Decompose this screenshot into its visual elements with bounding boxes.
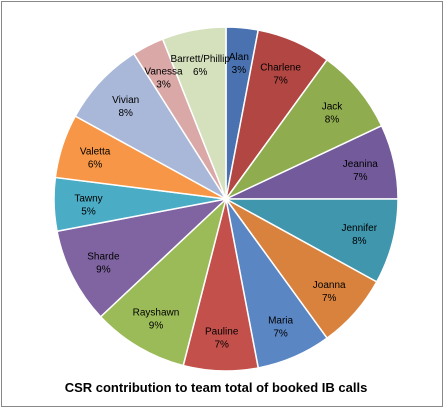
slice-percent: 6%: [193, 67, 208, 78]
chart-title: CSR contribution to team total of booked…: [65, 380, 368, 395]
slice-label-alan: Alan 3%: [229, 52, 249, 76]
slice-percent: 7%: [322, 293, 337, 304]
slice-name: Charlene: [260, 63, 301, 74]
slice-label-charlene: Charlene 7%: [260, 63, 301, 87]
slice-percent: 5%: [81, 206, 96, 217]
slice-name: Vivian: [112, 95, 139, 106]
slice-label-rayshawn: Rayshawn 9%: [133, 307, 180, 331]
pie-slice-rayshawn: [99, 196, 228, 367]
slice-name: Sharde: [87, 252, 120, 263]
slice-label-vanessa: Vanessa 3%: [144, 66, 183, 90]
slice-percent: 8%: [325, 114, 340, 125]
slice-name: Pauline: [205, 327, 239, 338]
slice-label-jack: Jack 8%: [322, 101, 344, 125]
slice-label-joanna: Joanna 7%: [313, 280, 346, 304]
slice-label-valetta: Valetta 6%: [80, 147, 111, 171]
slice-name: Barrett/Phillip: [170, 54, 230, 65]
slice-name: Valetta: [80, 147, 111, 158]
slice-label-tawny: Tawny 5%: [74, 193, 102, 217]
slice-label-jeanina: Jeanina 7%: [343, 159, 378, 183]
slice-percent: 8%: [118, 108, 133, 119]
pie-slice-sharde: [56, 197, 229, 318]
slice-name: Vanessa: [144, 66, 183, 77]
slice-label-sharde: Sharde 9%: [87, 252, 120, 276]
pie-slices: [53, 26, 399, 372]
slice-name: Tawny: [74, 193, 102, 204]
slice-percent: 7%: [214, 340, 229, 351]
slice-name: Jeanina: [343, 159, 378, 170]
slice-name: Jennifer: [342, 223, 378, 234]
slice-percent: 9%: [149, 320, 164, 331]
slice-percent: 3%: [156, 79, 171, 90]
slice-label-vivian: Vivian 8%: [112, 95, 139, 119]
slice-percent: 9%: [96, 265, 111, 276]
slice-percent: 7%: [273, 76, 288, 87]
slice-percent: 3%: [232, 65, 247, 76]
slice-label-pauline: Pauline 7%: [205, 327, 239, 351]
slice-name: Joanna: [313, 280, 346, 291]
slice-percent: 6%: [88, 160, 103, 171]
pie-slice-barrett-phillip: [161, 26, 227, 200]
slice-label-maria: Maria 7%: [268, 315, 293, 339]
slice-percent: 7%: [353, 172, 368, 183]
slice-label-barrett-phillip: Barrett/Phillip 6%: [170, 54, 230, 78]
slice-name: Jack: [322, 101, 344, 112]
slice-percent: 8%: [352, 236, 367, 247]
slice-name: Alan: [229, 52, 249, 63]
slice-name: Maria: [268, 315, 293, 326]
slice-labels: Alan 3% Charlene 7% Jack 8% Jeanina 7% Jennifer 8…: [74, 52, 378, 351]
slice-label-jennifer: Jennifer 8%: [342, 223, 378, 247]
slice-percent: 7%: [273, 328, 288, 339]
slice-name: Rayshawn: [133, 307, 180, 318]
